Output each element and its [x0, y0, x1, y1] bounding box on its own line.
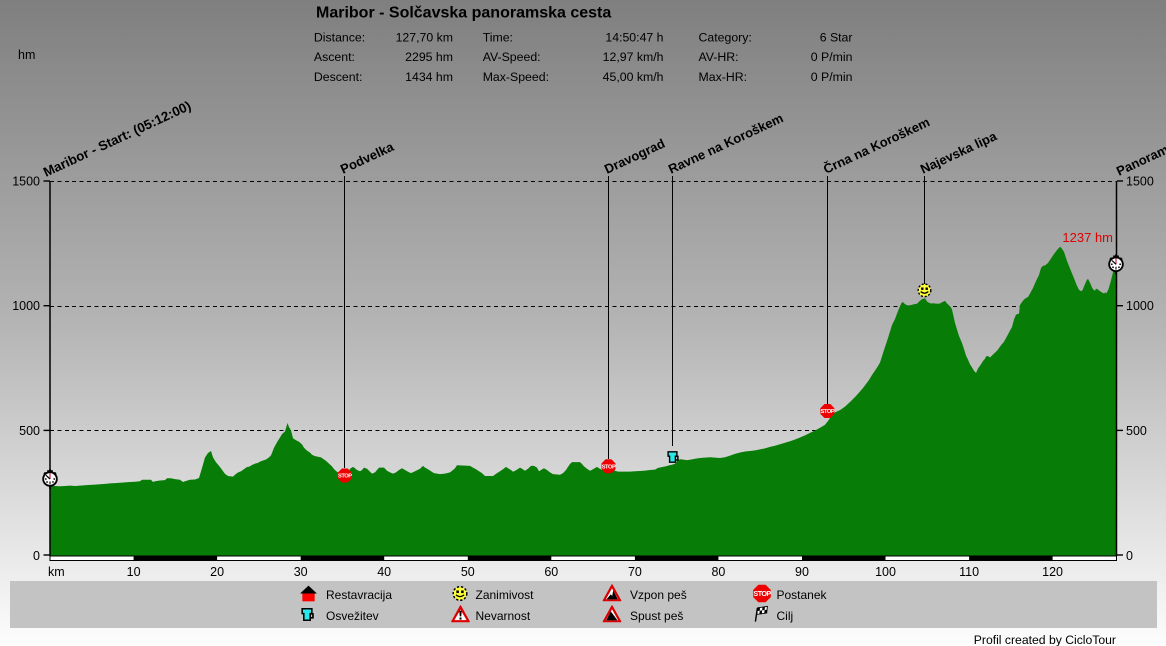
svg-text:AV-HR:: AV-HR:	[699, 50, 739, 64]
svg-text:0 P/min: 0 P/min	[811, 70, 853, 84]
svg-text:1500: 1500	[12, 175, 40, 189]
svg-text:90: 90	[795, 565, 809, 579]
svg-text:0 P/min: 0 P/min	[811, 50, 853, 64]
svg-text:0: 0	[33, 549, 40, 563]
svg-text:AV-Speed:: AV-Speed:	[483, 50, 541, 64]
svg-text:14:50:47 h: 14:50:47 h	[605, 31, 663, 45]
svg-text:Vzpon peš: Vzpon peš	[630, 588, 687, 602]
svg-text:Zanimivost: Zanimivost	[476, 588, 535, 602]
svg-text:Profil created by CicloTour: Profil created by CicloTour	[974, 633, 1116, 646]
svg-text:Category:: Category:	[699, 31, 752, 45]
svg-text:50: 50	[461, 565, 475, 579]
svg-text:100: 100	[875, 565, 896, 579]
svg-text:Max-Speed:: Max-Speed:	[483, 70, 549, 84]
svg-text:Ascent:: Ascent:	[314, 50, 355, 64]
svg-text:Cilj: Cilj	[777, 609, 794, 623]
svg-text:Nevarnost: Nevarnost	[476, 609, 531, 623]
svg-text:2295 hm: 2295 hm	[405, 50, 453, 64]
svg-text:Time:: Time:	[483, 31, 513, 45]
svg-text:1237 hm: 1237 hm	[1062, 230, 1113, 245]
svg-text:40: 40	[377, 565, 391, 579]
svg-text:km: km	[48, 565, 65, 579]
svg-text:45,00 km/h: 45,00 km/h	[603, 70, 664, 84]
svg-text:Restavracija: Restavracija	[326, 588, 392, 602]
svg-text:0: 0	[1126, 549, 1133, 563]
svg-text:12,97 km/h: 12,97 km/h	[603, 50, 664, 64]
svg-text:80: 80	[711, 565, 725, 579]
svg-text:500: 500	[1126, 424, 1147, 438]
svg-text:1500: 1500	[1126, 175, 1154, 189]
svg-text:Max-HR:: Max-HR:	[699, 70, 748, 84]
svg-text:20: 20	[210, 565, 224, 579]
svg-text:500: 500	[19, 424, 40, 438]
svg-text:Spust peš: Spust peš	[630, 609, 683, 623]
svg-text:70: 70	[628, 565, 642, 579]
svg-text:Distance:: Distance:	[314, 31, 365, 45]
svg-text:30: 30	[294, 565, 308, 579]
svg-text:Descent:: Descent:	[314, 70, 363, 84]
svg-text:Postanek: Postanek	[777, 588, 828, 602]
svg-text:110: 110	[959, 565, 979, 579]
svg-text:hm: hm	[18, 48, 35, 62]
svg-text:Maribor - Solčavska panoramska: Maribor - Solčavska panoramska cesta	[316, 5, 611, 22]
svg-text:10: 10	[127, 565, 141, 579]
svg-text:120: 120	[1042, 565, 1063, 579]
svg-text:60: 60	[544, 565, 558, 579]
svg-text:6 Star: 6 Star	[820, 31, 853, 45]
svg-text:1000: 1000	[12, 299, 40, 313]
svg-text:127,70 km: 127,70 km	[396, 31, 453, 45]
svg-text:1000: 1000	[1126, 299, 1154, 313]
svg-text:Osvežitev: Osvežitev	[326, 609, 379, 623]
svg-text:1434 hm: 1434 hm	[405, 70, 453, 84]
